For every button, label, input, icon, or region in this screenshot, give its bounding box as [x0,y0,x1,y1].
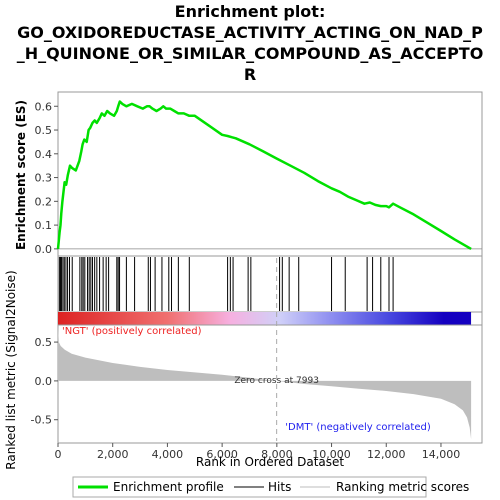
x-tick-label: 2,000 [97,448,129,461]
ranking-color-bar-panel [57,311,483,326]
legend-hits-label: Hits [268,480,291,494]
hit-marks [58,257,394,311]
legend: Enrichment profile Hits Ranking metric s… [72,476,469,498]
x-tick-label: 4,000 [152,448,184,461]
ranking-color-bar [58,312,472,325]
chart-title: Enrichment plot: GO_OXIDOREDUCTASE_ACTIV… [17,2,484,84]
x-tick-label: 12,000 [367,448,406,461]
title-line-4: R [244,65,256,84]
es-panel-frame [57,91,483,257]
metric-panel: -0.5 0.0 0.5 'NGT' (positively correlated)… [4,258,483,470]
title-line-2: GO_OXIDOREDUCTASE_ACTIVITY_ACTING_ON_NAD… [17,23,483,42]
x-axis: 0 2,000 4,000 6,000 8,000 10,000 12,000 14,000 [55,443,461,461]
es-y-tick-label: 0.4 [35,148,53,161]
metric-y-ticks: -0.5 0.0 0.5 [31,336,58,427]
es-y-tick-label: 0.1 [35,219,53,232]
es-y-ticks: 0.0 0.1 0.2 0.3 0.4 0.5 0.6 [35,100,482,256]
metric-y-tick-label: 0.0 [35,375,53,388]
ranking-metric-area [58,325,472,440]
x-tick-label: 0 [55,448,62,461]
es-y-tick-label: 0.3 [35,172,53,185]
es-y-tick-label: 0.6 [35,100,53,113]
x-axis-label: Rank in Ordered Dataset [196,455,344,469]
hits-panel [57,255,483,313]
title-line-3: _H_QUINONE_OR_SIMILAR_COMPOUND_AS_ACCEPT… [17,44,484,63]
x-tick-label: 10,000 [312,448,351,461]
zero-cross-label: Zero cross at 7993 [234,376,319,386]
title-line-1: Enrichment plot: [175,2,326,21]
hits-panel-frame [57,255,483,313]
x-tick-label: 8,000 [261,448,293,461]
enrichment-profile-line [56,100,472,250]
positive-correlation-label: 'NGT' (positively correlated) [62,326,202,337]
es-y-tick-label: 0.5 [35,124,53,137]
legend-enrichment-label: Enrichment profile [113,480,224,494]
x-tick-label: 14,000 [422,448,461,461]
es-panel: 0.0 0.1 0.2 0.3 0.4 0.5 0.6 Enrichment score (… [14,91,483,257]
es-y-axis-label: Enrichment score (ES) [14,100,28,250]
x-tick-label: 6,000 [206,448,238,461]
metric-y-tick-label: 0.5 [35,336,53,349]
es-y-tick-label: 0.2 [35,195,53,208]
metric-y-axis-label: Ranked list metric (Signal2Noise) [4,270,18,469]
negative-correlation-label: 'DMT' (negatively correlated) [285,422,431,433]
legend-metric-label: Ranking metric scores [336,480,469,494]
es-y-tick-label: 0.0 [35,243,53,256]
metric-y-tick-label: -0.5 [31,414,52,427]
